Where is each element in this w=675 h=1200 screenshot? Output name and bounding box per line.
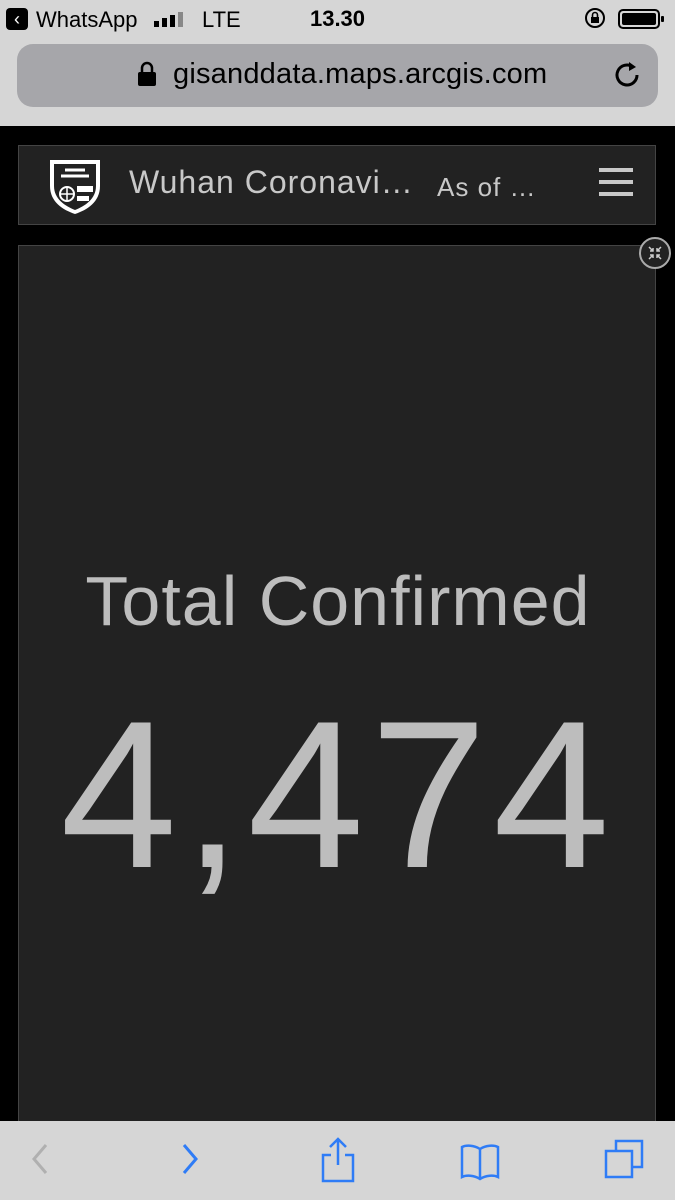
dashboard-title: Wuhan Coronavi… (129, 164, 414, 200)
reload-icon[interactable] (611, 59, 643, 91)
status-bar: ‹ WhatsApp LTE 13.30 (0, 0, 675, 38)
back-to-app-icon[interactable]: ‹ (6, 8, 28, 30)
bookmarks-button[interactable] (440, 1121, 520, 1200)
network-type: LTE (202, 7, 241, 32)
share-button[interactable] (298, 1121, 378, 1200)
metric-label: Total Confirmed (85, 562, 591, 640)
signal-strength-icon (154, 12, 183, 27)
battery-icon (618, 9, 664, 29)
url-text[interactable]: gisanddata.maps.arcgis.com (173, 58, 548, 90)
dashboard-header: Wuhan Coronavi… As of … (18, 145, 656, 225)
book-icon (460, 1144, 500, 1181)
lock-icon (138, 61, 156, 86)
hamburger-menu-icon[interactable] (599, 168, 633, 200)
chevron-right-icon (182, 1144, 198, 1174)
back-app-label[interactable]: WhatsApp (36, 7, 138, 32)
university-shield-logo-icon (50, 160, 100, 214)
dashboard-subtitle: As of … (437, 172, 537, 202)
metric-value: 4,474 (60, 677, 616, 912)
total-confirmed-panel: Total Confirmed 4,474 (18, 245, 656, 1125)
tabs-icon (604, 1139, 644, 1179)
forward-button[interactable] (150, 1121, 230, 1200)
back-button[interactable] (0, 1121, 80, 1200)
tabs-button[interactable] (584, 1121, 664, 1200)
address-bar[interactable]: gisanddata.maps.arcgis.com (17, 44, 658, 107)
orientation-lock-icon (585, 8, 605, 28)
clock: 13.30 (309, 6, 366, 31)
collapse-panel-button[interactable] (639, 237, 671, 269)
browser-toolbar (0, 1121, 675, 1200)
collapse-arrows-icon (648, 246, 662, 260)
chevron-left-icon (32, 1144, 48, 1174)
share-icon (321, 1137, 355, 1183)
